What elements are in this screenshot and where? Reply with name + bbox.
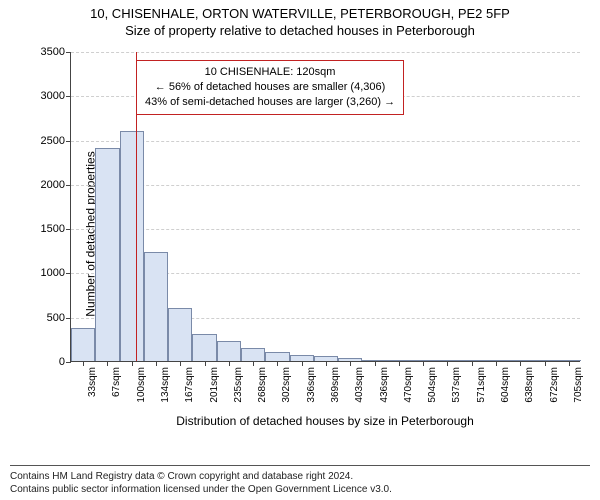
xtick-label: 504sqm: [427, 367, 438, 403]
ytick-mark: [66, 362, 71, 363]
xtick-label: 638sqm: [524, 367, 535, 403]
chart-title-address: 10, CHISENHALE, ORTON WATERVILLE, PETERB…: [0, 0, 600, 21]
xtick-mark: [520, 361, 521, 366]
ytick-label: 3000: [41, 90, 65, 102]
xtick-label: 235sqm: [233, 367, 244, 403]
xtick-mark: [253, 361, 254, 366]
ytick-label: 1000: [41, 267, 65, 279]
ytick-label: 500: [47, 312, 65, 324]
xtick-label: 33sqm: [87, 367, 98, 397]
xtick-mark: [83, 361, 84, 366]
ytick-label: 2500: [41, 135, 65, 147]
xtick-label: 705sqm: [573, 367, 584, 403]
xtick-label: 134sqm: [160, 367, 171, 403]
xtick-mark: [350, 361, 351, 366]
xtick-mark: [302, 361, 303, 366]
gridline: [71, 52, 580, 53]
footer-line-1: Contains HM Land Registry data © Crown c…: [10, 470, 590, 483]
xtick-mark: [180, 361, 181, 366]
xtick-mark: [132, 361, 133, 366]
xtick-mark: [205, 361, 206, 366]
annotation-line-3: 43% of semi-detached houses are larger (…: [145, 95, 395, 110]
ytick-label: 1500: [41, 223, 65, 235]
histogram-bar: [168, 308, 192, 361]
chart-container: Number of detached properties 0500100015…: [0, 44, 600, 424]
histogram-bar: [241, 348, 265, 361]
xtick-label: 201sqm: [209, 367, 220, 403]
histogram-bar: [265, 352, 289, 361]
xtick-mark: [447, 361, 448, 366]
x-axis-label: Distribution of detached houses by size …: [70, 414, 580, 428]
gridline: [71, 229, 580, 230]
histogram-bar: [192, 334, 216, 361]
xtick-label: 369sqm: [330, 367, 341, 403]
xtick-mark: [569, 361, 570, 366]
gridline: [71, 185, 580, 186]
xtick-label: 436sqm: [379, 367, 390, 403]
histogram-bar: [95, 148, 119, 361]
annotation-box: 10 CHISENHALE: 120sqm← 56% of detached h…: [136, 60, 404, 115]
ytick-mark: [66, 96, 71, 97]
xtick-label: 537sqm: [451, 367, 462, 403]
histogram-bar: [217, 341, 241, 361]
xtick-label: 604sqm: [500, 367, 511, 403]
xtick-mark: [472, 361, 473, 366]
footer-attribution: Contains HM Land Registry data © Crown c…: [10, 465, 590, 496]
xtick-mark: [156, 361, 157, 366]
xtick-mark: [326, 361, 327, 366]
gridline: [71, 141, 580, 142]
xtick-mark: [229, 361, 230, 366]
xtick-label: 268sqm: [257, 367, 268, 403]
xtick-mark: [496, 361, 497, 366]
ytick-mark: [66, 229, 71, 230]
ytick-label: 2000: [41, 179, 65, 191]
xtick-label: 167sqm: [184, 367, 195, 403]
plot-area: 050010001500200025003000350033sqm67sqm10…: [70, 52, 580, 362]
xtick-label: 470sqm: [403, 367, 414, 403]
xtick-mark: [399, 361, 400, 366]
xtick-label: 302sqm: [281, 367, 292, 403]
footer-line-2: Contains public sector information licen…: [10, 483, 590, 496]
ytick-label: 3500: [41, 46, 65, 58]
xtick-mark: [375, 361, 376, 366]
xtick-label: 100sqm: [136, 367, 147, 403]
xtick-mark: [545, 361, 546, 366]
histogram-bar: [120, 131, 144, 361]
xtick-label: 403sqm: [354, 367, 365, 403]
annotation-line-1: 10 CHISENHALE: 120sqm: [145, 65, 395, 80]
ytick-label: 0: [59, 356, 65, 368]
xtick-label: 67sqm: [111, 367, 122, 397]
ytick-mark: [66, 318, 71, 319]
histogram-bar: [144, 252, 168, 361]
ytick-mark: [66, 185, 71, 186]
annotation-line-2: ← 56% of detached houses are smaller (4,…: [145, 80, 395, 95]
xtick-label: 672sqm: [549, 367, 560, 403]
ytick-mark: [66, 141, 71, 142]
xtick-label: 571sqm: [476, 367, 487, 403]
chart-title-subtitle: Size of property relative to detached ho…: [0, 21, 600, 42]
histogram-bar: [71, 328, 95, 361]
xtick-mark: [277, 361, 278, 366]
xtick-label: 336sqm: [306, 367, 317, 403]
xtick-mark: [423, 361, 424, 366]
xtick-mark: [107, 361, 108, 366]
ytick-mark: [66, 273, 71, 274]
ytick-mark: [66, 52, 71, 53]
